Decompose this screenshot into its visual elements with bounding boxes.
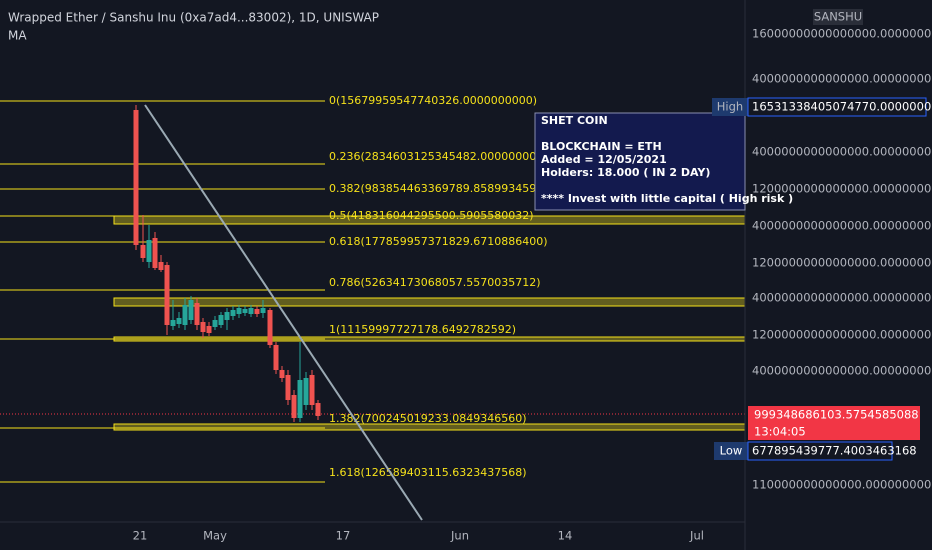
candle-body (273, 345, 279, 370)
fib-label: 0.618(177859957371829.6710886400) (329, 235, 548, 248)
fib-label: 0(15679959547740326.0000000000) (329, 94, 537, 107)
price-label: 4000000000000000.0000000000 (752, 364, 932, 378)
last-value: 999348686103.5754585088 (754, 408, 919, 422)
candle-body (176, 318, 182, 324)
fib-label: 0.382(983854463369789.8589934592) (329, 182, 548, 195)
time-label: 17 (336, 529, 351, 543)
high-label: High (717, 100, 743, 114)
note-line: BLOCKCHAIN = ETH (541, 140, 662, 153)
fib-label: 0.236(2834603125345482.0000000000) (329, 150, 555, 163)
indicator: MA (8, 29, 27, 43)
last-tag-box (748, 406, 920, 440)
fib-lines: 0(15679959547740326.0000000000) 0.236(283… (0, 94, 555, 483)
candle-body (309, 375, 315, 405)
candle-body (182, 305, 188, 325)
note-line: **** Invest with little capital ( High r… (541, 192, 793, 205)
candle-body (200, 322, 206, 332)
time-label: Jun (450, 529, 469, 543)
high-value-box (747, 97, 927, 117)
candle-body (236, 308, 242, 314)
price-label: 4000000000000000.0000000000 (752, 72, 932, 86)
symbol: SANSHU (814, 10, 862, 24)
time-label: 14 (558, 529, 573, 543)
candle-body (212, 320, 218, 327)
candle-body (297, 380, 303, 418)
candle-body (279, 370, 285, 378)
candle-body (206, 326, 212, 333)
price-label: 4000000000000000.0000000000 (752, 219, 932, 233)
candle-body (242, 309, 248, 313)
low-tag-box (714, 442, 748, 460)
candle-body (164, 265, 170, 325)
price-label: 110000000000000.0000000000 (752, 478, 932, 492)
time-label: Jul (689, 529, 704, 543)
candle-body (260, 308, 266, 313)
fib-label: 0.786(52634173068057.5570035712) (329, 276, 541, 289)
candle-body (230, 310, 236, 316)
candle-body (267, 310, 273, 345)
price-label: 12000000000000000.0000000000 (752, 328, 932, 342)
countdown: 13:04:05 (754, 425, 806, 439)
low-value-box (747, 441, 893, 461)
chart-title: Wrapped Ether / Sanshu Inu (0xa7ad4...83… (8, 11, 379, 25)
candle-body (285, 375, 291, 400)
high-tag-box (712, 98, 748, 116)
low-value: 677895439777.4003463168 (752, 444, 917, 458)
time-label: 21 (133, 529, 148, 543)
note-line: Added = 12/05/2021 (541, 153, 667, 166)
price-label: 4000000000000000.0000000000 (752, 291, 932, 305)
candle-body (188, 300, 194, 320)
candle-body (194, 303, 200, 325)
time-label: May (203, 529, 227, 543)
candle-body (254, 309, 260, 314)
candle-body (224, 312, 230, 320)
candle-body (218, 315, 224, 325)
price-label: 4000000000000000.0000000000 (752, 145, 932, 159)
price-label: 12000000000000000.0000000000 (752, 256, 932, 270)
candle-body (158, 262, 164, 270)
price-label: 1200000000000000.0000000000 (752, 182, 932, 196)
candle-body (315, 403, 321, 416)
fib-label: 1.618(126589403115.6323437568) (329, 466, 527, 479)
fib-label: 1(11159997727178.6492782592) (329, 323, 516, 336)
symbol-box (813, 9, 863, 25)
note-line: SHET COIN (541, 114, 608, 127)
candle-body (248, 308, 254, 314)
candle-body (170, 320, 176, 326)
candle-body (291, 395, 297, 418)
price-label: 16000000000000000.0000000000 (752, 27, 932, 41)
candle-body (303, 378, 309, 405)
candles (133, 105, 321, 422)
candle-body (152, 238, 158, 268)
fib-label: 0.5(418316044295500.5905580032) (329, 209, 534, 222)
note-line: Holders: 18.000 ( IN 2 DAY) (541, 166, 710, 179)
candle-body (133, 110, 139, 245)
candle-body (140, 245, 146, 258)
candle-body (146, 240, 152, 262)
note-bg (534, 112, 746, 211)
high-value: 16531338405074770.0000000000 (752, 100, 932, 114)
low-label: Low (720, 444, 743, 458)
fib-label: 1.382(700245019233.0849346560) (329, 412, 527, 425)
trend-line (144, 104, 423, 521)
